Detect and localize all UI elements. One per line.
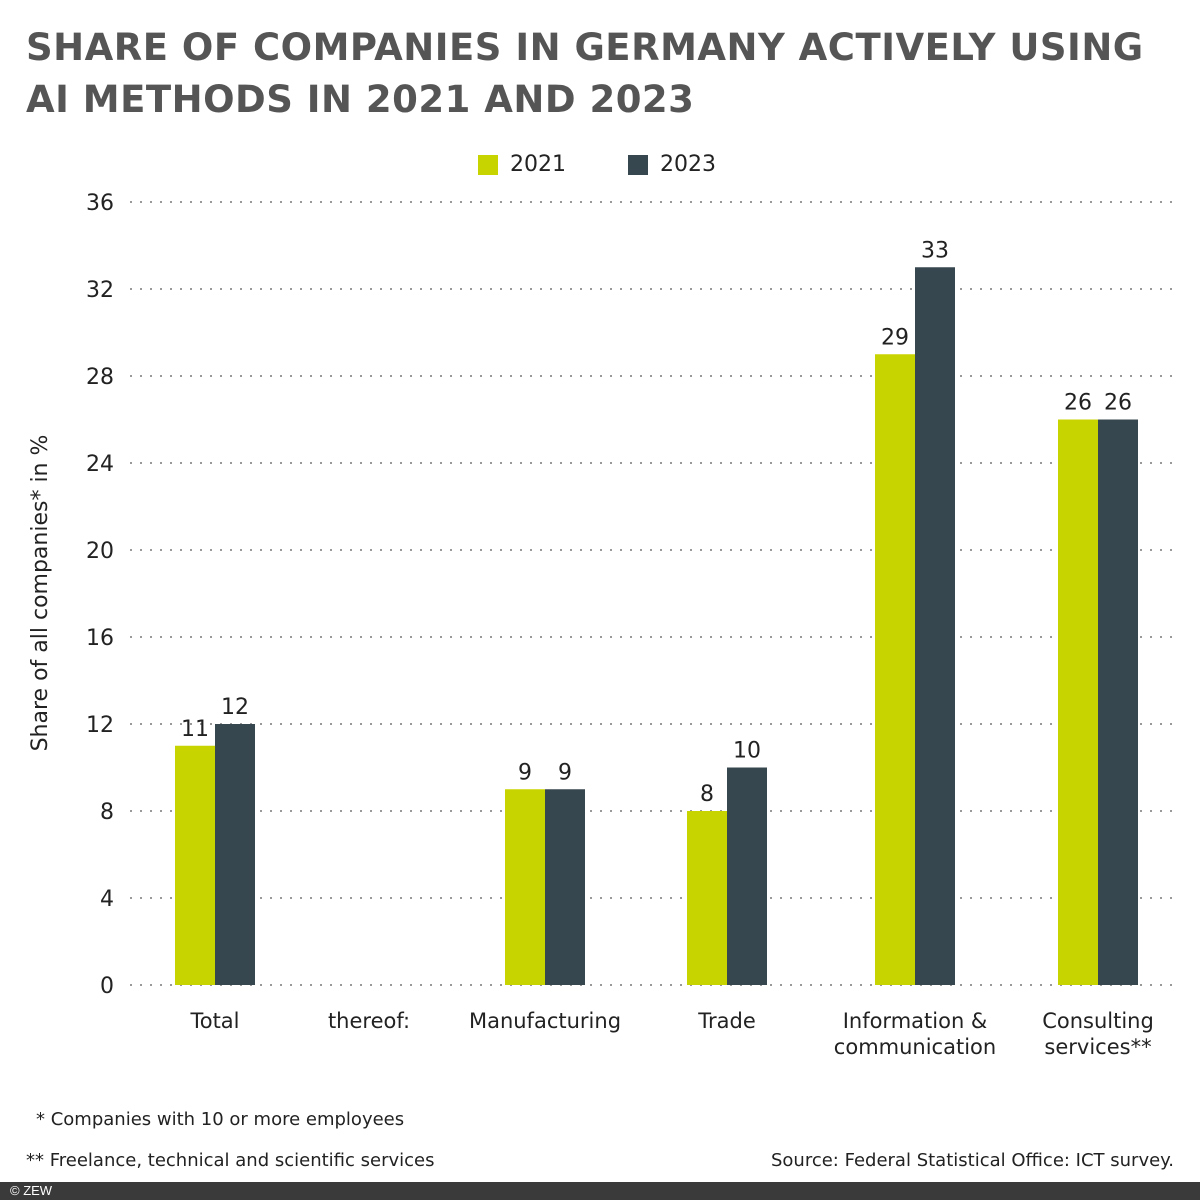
y-tick-label: 36 — [86, 191, 114, 216]
data-label: 33 — [921, 238, 949, 263]
y-axis-label: Share of all companies* in % — [28, 435, 53, 752]
data-label: 10 — [733, 739, 761, 764]
y-tick-label: 28 — [86, 365, 114, 390]
x-tick-label: Trade — [697, 1009, 756, 1033]
bar-2021 — [175, 745, 215, 985]
bar-2023 — [545, 789, 585, 985]
y-tick-label: 24 — [86, 452, 114, 477]
y-tick-label: 4 — [100, 887, 114, 912]
bar-2023 — [1098, 419, 1138, 985]
data-label: 9 — [518, 760, 532, 785]
bar-2023 — [727, 767, 767, 985]
x-tick-label: Consulting — [1042, 1009, 1154, 1033]
data-label: 11 — [181, 717, 209, 742]
bar-2021 — [687, 811, 727, 985]
x-tick-label: Manufacturing — [469, 1009, 621, 1033]
chart-title: SHARE OF COMPANIES IN GERMANY ACTIVELY U… — [26, 26, 1144, 121]
footnote-1: * Companies with 10 or more employees — [36, 1109, 405, 1130]
source-note: Source: Federal Statistical Office: ICT … — [770, 1150, 1174, 1171]
bar-2021 — [1058, 419, 1098, 985]
legend-item-2021: 2021 — [478, 152, 566, 177]
x-tick-label: Information & — [843, 1009, 988, 1033]
footnote-2: ** Freelance, technical and scientific s… — [26, 1150, 435, 1171]
data-label: 26 — [1104, 391, 1132, 416]
legend-item-2023: 2023 — [628, 152, 716, 177]
legend-swatch-2021 — [478, 154, 498, 175]
y-tick-label: 20 — [86, 539, 114, 564]
bar-2023 — [915, 267, 955, 985]
data-label: 8 — [700, 782, 714, 807]
data-label: 9 — [558, 760, 572, 785]
y-tick-label: 12 — [86, 713, 114, 738]
bar-2021 — [875, 354, 915, 985]
y-tick-label: 8 — [100, 800, 114, 825]
data-label: 26 — [1064, 391, 1092, 416]
legend-swatch-2023 — [628, 154, 648, 175]
y-tick-label: 0 — [100, 974, 114, 999]
y-tick-label: 32 — [86, 278, 114, 303]
x-tick-label: Total — [189, 1009, 239, 1033]
legend: 2021 2023 — [478, 152, 716, 177]
x-tick-label: thereof: — [328, 1009, 410, 1033]
bar-2023 — [215, 724, 255, 985]
y-tick-label: 16 — [86, 626, 114, 651]
x-tick-label: services** — [1044, 1035, 1151, 1059]
bar-2021 — [505, 789, 545, 985]
copyright-footer: © ZEW — [0, 1182, 1200, 1200]
data-label: 12 — [221, 695, 249, 720]
data-label: 29 — [881, 325, 909, 350]
x-tick-label: communication — [834, 1035, 996, 1059]
